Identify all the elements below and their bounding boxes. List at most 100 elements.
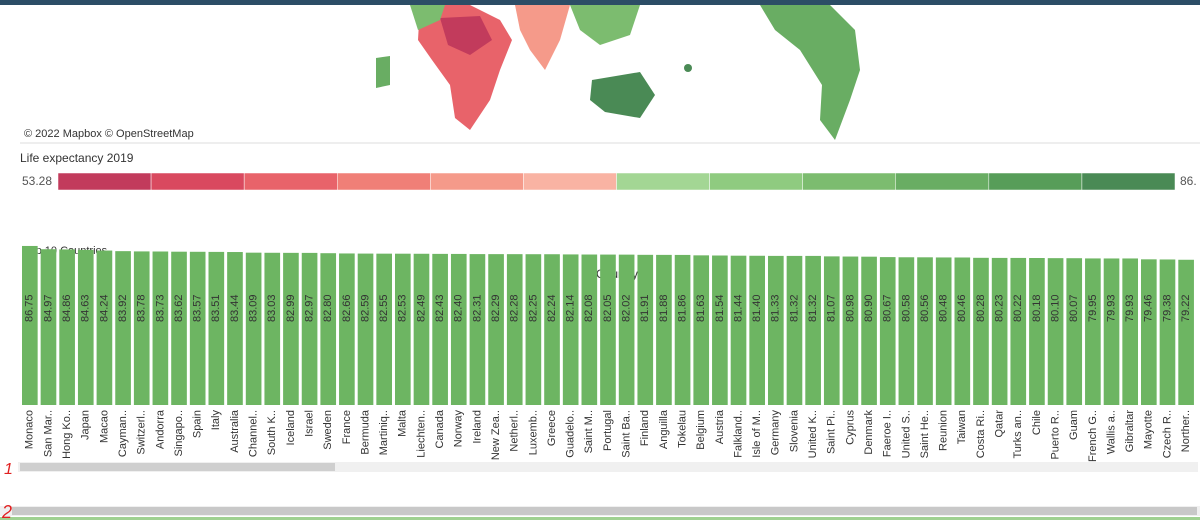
annotation: 1 [4,461,13,478]
x-tick-label: Guam [1068,410,1080,440]
value-label: 82.29 [490,294,502,322]
x-tick-label: United S.. [900,410,912,458]
bar [749,255,765,405]
bar [618,254,635,405]
bar [730,255,747,405]
x-tick-label: Luxemb.. [527,410,539,455]
value-label: 83.51 [210,294,222,322]
value-label: 80.67 [882,294,894,322]
x-tick-label: Wallis a.. [1105,410,1117,454]
bar [823,256,840,405]
x-tick-label: Mayotte [1143,410,1155,449]
bottom-strip [0,517,1200,520]
bar [674,254,691,405]
bar [917,257,933,405]
bar [1066,258,1083,405]
bar [1029,258,1045,405]
value-label: 80.10 [1049,294,1061,322]
value-label: 82.02 [621,294,633,322]
bar [189,251,206,405]
bar [991,257,1008,405]
map-central-africa [440,16,492,55]
bar [208,251,225,405]
map-attribution: © 2022 Mapbox © OpenStreetMap [24,128,194,140]
x-tick-label: Chile [1031,410,1043,435]
x-tick-label: Anguilla [658,409,670,449]
bar [712,255,728,405]
bar [805,255,821,405]
value-label: 81.91 [639,294,651,322]
bar [133,251,150,405]
value-label: 83.62 [173,294,185,322]
x-tick-label: Taiwan [956,410,968,444]
legend-swatch [337,172,431,191]
bar [879,257,896,405]
legend-min: 53.28 [22,174,52,188]
legend-swatch [243,172,338,191]
x-tick-label: Sweden [322,410,334,450]
value-label: 80.18 [1031,294,1043,322]
x-tick-label: Denmark [863,410,875,455]
bar [842,256,859,405]
x-tick-label: Netherl.. [509,410,521,452]
x-tick-label: Italy [210,410,222,431]
legend-swatch [802,172,897,191]
x-tick-label: Spain [192,410,204,438]
value-label: 83.73 [154,294,166,322]
bar [152,251,169,405]
legend-title: Life expectancy 2019 [20,151,134,165]
value-label: 81.88 [658,294,670,322]
x-tick-label: Saint M.. [583,410,595,453]
x-tick-label: Faeroe I.. [882,410,894,457]
value-label: 81.44 [732,294,744,322]
x-tick-label: United K.. [807,410,819,458]
value-label: 82.53 [397,294,409,322]
value-label: 82.97 [303,294,315,322]
bar [973,257,989,405]
x-tick-label: San Mar.. [42,410,54,457]
bar [413,253,430,405]
value-label: 80.58 [900,294,912,322]
value-label: 79.95 [1087,294,1099,322]
bar [768,255,784,405]
x-tick-label: Iceland [285,410,297,445]
map-island [684,64,692,72]
annotation: 2 [1,502,12,520]
x-tick-label: Czech R.. [1161,410,1173,458]
scrollbar-thumb[interactable] [20,463,335,471]
value-label: 80.98 [844,294,856,322]
top-bar [0,0,1200,5]
value-label: 81.33 [770,294,782,322]
x-tick-label: Greece [546,410,558,446]
x-tick-label: Canada [434,409,446,448]
legend-swatch [616,172,710,191]
map-east-asia [570,5,640,45]
value-label: 83.92 [117,294,129,322]
x-tick-label: Cyprus [844,410,856,445]
bar [395,253,411,405]
value-label: 81.07 [826,294,838,322]
bar [320,253,337,405]
x-tick-label: Japan [80,410,92,440]
scrollbar-thumb[interactable] [12,507,1197,515]
x-tick-label: Belgium [695,410,707,450]
legend-swatch [150,172,245,191]
legend-max: 86. [1180,174,1197,188]
value-label: 80.48 [938,294,950,322]
x-tick-label: Switzerl.. [136,410,148,455]
bar [786,255,803,405]
value-label: 80.90 [863,294,875,322]
value-label: 79.93 [1105,294,1117,322]
value-label: 84.97 [42,294,54,322]
value-label: 80.07 [1068,294,1080,322]
value-label: 80.22 [1012,294,1024,322]
map-australia [590,72,655,118]
x-tick-label: Austria [714,409,726,444]
value-label: 82.14 [565,294,577,322]
value-label: 83.78 [136,294,148,322]
legend-swatch [430,172,524,191]
value-label: 82.80 [322,294,334,322]
